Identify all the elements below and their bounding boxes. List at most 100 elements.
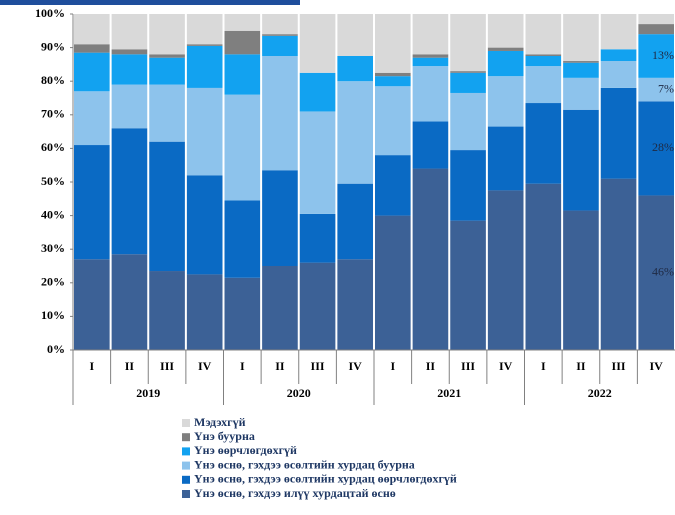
legend-swatch bbox=[182, 461, 190, 470]
x-tick-label: IV bbox=[650, 359, 664, 373]
y-tick-label: 70% bbox=[41, 107, 65, 121]
bar-segment bbox=[111, 254, 148, 350]
bar-segment bbox=[525, 183, 562, 350]
y-tick-label: 100% bbox=[35, 6, 65, 20]
value-label: 7% bbox=[658, 81, 674, 95]
bar-segment bbox=[186, 44, 223, 46]
bar-segment bbox=[600, 178, 637, 350]
legend-label: Үнэ өснө, гэхдээ өсөлтийн хурдац өөрчлөг… bbox=[194, 472, 457, 486]
x-tick-label: II bbox=[275, 359, 285, 373]
bar-segment bbox=[74, 14, 110, 45]
bar-segment bbox=[224, 277, 261, 350]
bar-segment bbox=[638, 195, 674, 350]
bar-segment bbox=[111, 14, 148, 50]
bar-segment bbox=[149, 271, 185, 350]
bar-segment bbox=[111, 128, 148, 255]
bar-segment bbox=[262, 34, 298, 36]
legend-label: Үнэ өснө, гэхдээ илүү хурдацтай өснө bbox=[194, 486, 396, 500]
bar-segment bbox=[450, 72, 486, 93]
bar-segment bbox=[224, 200, 261, 278]
y-tick-label: 60% bbox=[41, 140, 65, 154]
bar-segment bbox=[563, 77, 599, 110]
legend-swatch bbox=[182, 490, 190, 498]
bar-segment bbox=[412, 66, 449, 122]
bar-segment bbox=[111, 84, 148, 129]
y-tick-label: 0% bbox=[47, 342, 65, 356]
bar-segment bbox=[186, 45, 223, 88]
bar-segment bbox=[563, 14, 599, 62]
bar-segment bbox=[450, 150, 486, 221]
bar-segment bbox=[149, 14, 185, 55]
bar-segment bbox=[600, 14, 637, 50]
bar-segment bbox=[111, 49, 148, 55]
bar-segment bbox=[563, 210, 599, 350]
bar-segment bbox=[299, 262, 336, 350]
bar-segment bbox=[638, 14, 674, 25]
bar-segment bbox=[149, 141, 185, 272]
bar-segment bbox=[412, 14, 449, 55]
bar-segment bbox=[450, 92, 486, 151]
bar-segment bbox=[262, 35, 298, 56]
bar-segment bbox=[299, 111, 336, 214]
bar-segment bbox=[450, 220, 486, 350]
bar-segment bbox=[563, 109, 599, 211]
bar-segment bbox=[74, 259, 110, 350]
y-tick-label: 40% bbox=[41, 207, 65, 221]
bar-segment bbox=[337, 56, 373, 82]
y-tick-label: 30% bbox=[41, 241, 65, 255]
bar-segment bbox=[412, 57, 449, 67]
bar-segment bbox=[111, 54, 148, 85]
bar-segment bbox=[487, 190, 524, 350]
group-label: 2019 bbox=[136, 386, 160, 400]
bar-segment bbox=[525, 66, 562, 104]
bar-segment bbox=[337, 14, 373, 56]
bar-segment bbox=[74, 145, 110, 260]
bar-segment bbox=[224, 14, 261, 31]
x-tick-label: I bbox=[89, 359, 94, 373]
bar-segment bbox=[224, 94, 261, 201]
bar-segment bbox=[487, 50, 524, 77]
bar-segment bbox=[375, 215, 411, 350]
bar-segment bbox=[74, 91, 110, 146]
bar-segment bbox=[638, 77, 674, 102]
bar-segment bbox=[375, 155, 411, 216]
bar-segment bbox=[262, 56, 298, 171]
bar-segment bbox=[375, 76, 411, 87]
legend-swatch bbox=[182, 447, 190, 456]
bar-segment bbox=[563, 62, 599, 78]
legend-swatch bbox=[182, 475, 190, 484]
x-tick-label: IV bbox=[499, 359, 513, 373]
bar-segment bbox=[638, 24, 674, 35]
bar-segment bbox=[186, 274, 223, 350]
x-tick-label: I bbox=[390, 359, 395, 373]
legend-label: Үнэ буурна bbox=[194, 429, 255, 443]
legend-label: Үнэ өснө, гэхдээ өсөлтийн хурдац буурна bbox=[194, 457, 415, 471]
bar-segment bbox=[74, 44, 110, 53]
bar-segment bbox=[224, 30, 261, 55]
bar-segment bbox=[186, 87, 223, 176]
bar-segment bbox=[487, 14, 524, 48]
bar-segment bbox=[375, 72, 411, 77]
x-tick-label: III bbox=[612, 359, 626, 373]
bar-segment bbox=[600, 87, 637, 179]
bar-segment bbox=[337, 183, 373, 260]
bar-segment bbox=[600, 61, 637, 88]
bar-segment bbox=[262, 14, 298, 35]
bar-segment bbox=[262, 170, 298, 266]
bar-segment bbox=[563, 61, 599, 63]
bar-segment bbox=[299, 213, 336, 263]
bar-segment bbox=[487, 76, 524, 127]
x-tick-label: II bbox=[125, 359, 135, 373]
bar-segment bbox=[224, 54, 261, 95]
bar-segment bbox=[149, 84, 185, 142]
x-tick-label: III bbox=[461, 359, 475, 373]
y-tick-label: 20% bbox=[41, 275, 65, 289]
bar-segment bbox=[600, 49, 637, 62]
x-tick-label: I bbox=[541, 359, 546, 373]
bar-segment bbox=[186, 175, 223, 275]
x-tick-label: II bbox=[576, 359, 586, 373]
legend-swatch bbox=[182, 419, 190, 427]
bar-segment bbox=[450, 71, 486, 73]
x-tick-label: III bbox=[311, 359, 325, 373]
bar-segment bbox=[487, 126, 524, 191]
